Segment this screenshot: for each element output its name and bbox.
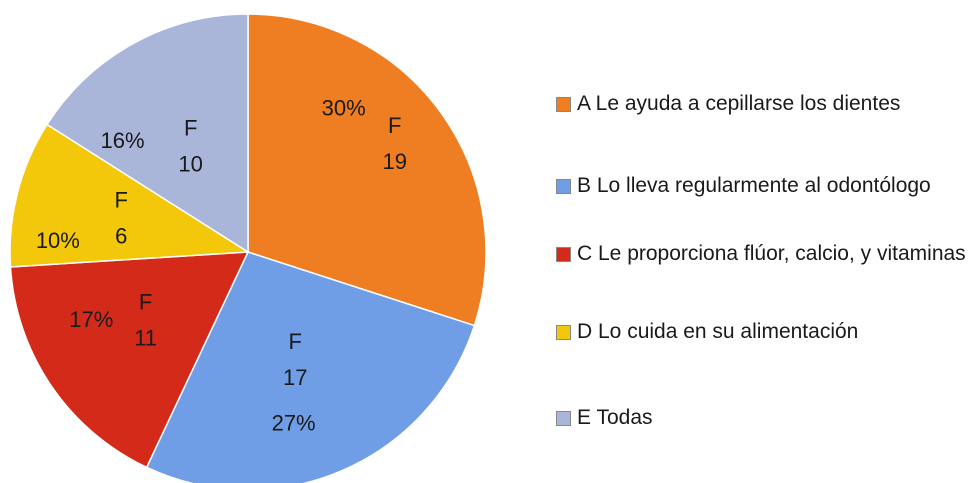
frequency-value: 17 [283,365,307,390]
frequency-prefix: F [388,113,401,138]
legend-label: C Le proporciona flúor, calcio, y vitami… [577,242,966,265]
legend-item: D Lo cuida en su alimentación [556,316,966,348]
legend-item: C Le proporciona flúor, calcio, y vitami… [556,238,966,270]
legend-label: A Le ayuda a cepillarse los dientes [577,92,901,115]
pie-slice [9,123,251,268]
legend-item: E Todas [556,402,966,434]
legend-label: B Lo lleva regularmente al odontólogo [577,174,931,197]
frequency-prefix: F [184,116,197,141]
percent-label: 10% [36,228,80,253]
pie-slice [46,13,249,254]
frequency-prefix: F [139,289,152,314]
pie-slice [247,13,487,327]
legend-swatch [556,179,571,194]
percent-label: 17% [69,307,113,332]
percent-label: 27% [272,410,316,435]
legend-swatch [556,411,571,426]
legend-swatch [556,325,571,340]
frequency-prefix: F [289,329,302,354]
legend-item: A Le ayuda a cepillarse los dientes [556,88,966,120]
pie-slice [9,251,250,469]
legend-swatch [556,247,571,262]
frequency-prefix: F [114,187,127,212]
frequency-value: 11 [134,325,157,350]
legend-swatch [556,97,571,112]
legend-label: D Lo cuida en su alimentación [577,320,859,343]
percent-label: 30% [322,96,366,121]
legend-item: B Lo lleva regularmente al odontólogo [556,170,966,202]
frequency-value: 10 [178,152,202,177]
pie-slice [145,251,476,483]
percent-label: 16% [101,128,145,153]
frequency-value: 19 [382,149,406,174]
frequency-value: 6 [115,223,127,248]
legend-label: E Todas [577,406,653,429]
